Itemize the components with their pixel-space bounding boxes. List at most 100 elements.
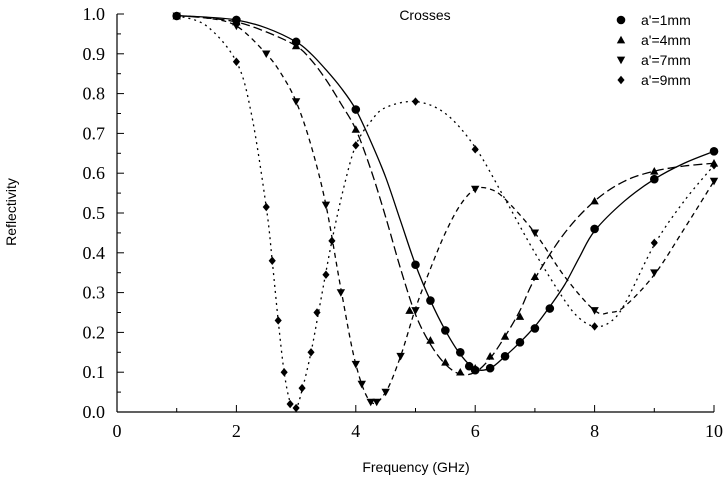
data-point — [710, 161, 718, 170]
x-tick-label: 2 — [232, 421, 241, 441]
legend-marker-2 — [616, 35, 626, 44]
data-point — [471, 185, 480, 194]
y-tick-label: 0.0 — [83, 402, 106, 422]
data-point — [291, 98, 301, 106]
chart-title: Crosses — [399, 7, 450, 23]
axes: 0 2 4 6 8 10 0.0 0.1 0.2 0.3 0.4 0.5 0.6 0.7 0.8 0.9 1.0 — [83, 4, 724, 441]
y-tick-label: 0.5 — [83, 203, 106, 223]
data-point — [530, 272, 540, 281]
data-point — [441, 326, 450, 335]
data-point — [590, 224, 599, 234]
data-point — [426, 296, 435, 305]
data-point — [372, 398, 381, 407]
data-point — [173, 11, 181, 21]
data-point — [530, 229, 540, 238]
y-tick-label: 0.1 — [83, 362, 106, 382]
data-point — [351, 360, 360, 369]
data-point — [366, 398, 375, 407]
data-point — [405, 306, 414, 314]
x-tick-label: 0 — [113, 421, 122, 441]
x-tick-label: 8 — [590, 421, 599, 441]
series-curve-2 — [176, 14, 715, 376]
x-tick-label: 10 — [705, 421, 723, 441]
data-point — [313, 308, 321, 317]
data-point — [650, 174, 659, 184]
data-point — [357, 380, 366, 389]
data-point — [411, 307, 420, 315]
data-point — [286, 399, 294, 409]
legend-marker-1 — [616, 15, 626, 25]
data-point — [321, 201, 331, 210]
data-point — [650, 269, 659, 277]
legend-marker-3 — [616, 56, 626, 65]
data-point — [336, 289, 346, 297]
x-tick-label: 6 — [471, 421, 480, 441]
data-point — [352, 141, 360, 150]
data-point — [268, 256, 276, 265]
data-point — [590, 196, 599, 205]
y-tick-label: 0.9 — [83, 44, 106, 64]
y-tick-label: 0.3 — [83, 283, 106, 303]
data-point — [709, 177, 719, 186]
legend-label-4: a'=9mm — [641, 72, 691, 88]
data-point — [298, 383, 306, 393]
data-point — [515, 338, 525, 347]
y-tick-label: 0.2 — [83, 322, 106, 342]
data-point — [650, 167, 659, 175]
y-axis-title: Reflectivity — [3, 178, 19, 246]
data-point — [351, 125, 360, 133]
data-point — [291, 41, 301, 50]
data-point — [471, 145, 479, 154]
data-point — [530, 324, 540, 333]
data-point — [232, 57, 240, 66]
series-curve-3 — [176, 14, 715, 405]
legend-label-3: a'=7mm — [641, 52, 691, 68]
data-point — [545, 304, 555, 313]
data-point — [500, 332, 510, 340]
data-point — [381, 388, 390, 397]
data-point — [232, 22, 241, 31]
data-point — [426, 336, 435, 344]
data-point — [322, 270, 330, 279]
series-curve-4 — [176, 14, 715, 410]
data-point — [262, 50, 271, 58]
data-point — [591, 322, 599, 331]
legend-label-2: a'=4mm — [641, 32, 691, 48]
series-markers-3 — [172, 12, 719, 407]
series-markers-1 — [172, 11, 719, 375]
x-tick-label: 4 — [351, 421, 360, 441]
data-point — [456, 368, 465, 376]
legend-marker-4 — [617, 75, 625, 85]
data-point — [441, 358, 450, 366]
data-markers — [172, 11, 719, 413]
y-tick-label: 0.4 — [83, 243, 106, 263]
data-point — [262, 202, 270, 212]
y-tick-label: 0.6 — [83, 163, 106, 183]
y-tick-label: 1.0 — [83, 4, 106, 24]
data-point — [307, 348, 315, 357]
data-point — [274, 316, 282, 325]
data-point — [328, 236, 336, 246]
series-markers-4 — [173, 11, 718, 413]
data-point — [292, 403, 300, 413]
data-point — [455, 348, 465, 357]
data-point — [709, 147, 719, 156]
x-axis-title: Frequency (GHz) — [362, 459, 469, 475]
data-point — [500, 351, 510, 361]
data-point — [515, 312, 525, 320]
data-point — [280, 368, 288, 377]
curves — [176, 14, 715, 410]
data-point — [471, 364, 480, 372]
y-tick-label: 0.7 — [83, 123, 106, 143]
data-point — [351, 105, 361, 114]
series-curve-1 — [176, 14, 715, 371]
data-point — [396, 352, 405, 361]
data-point — [485, 352, 495, 360]
data-point — [485, 363, 495, 373]
legend-label-1: a'=1mm — [641, 12, 691, 28]
data-point — [411, 260, 420, 270]
legend: a'=1mm a'=4mm a'=7mm a'=9mm — [616, 12, 691, 88]
data-point — [590, 307, 599, 315]
y-tick-label: 0.8 — [83, 84, 106, 104]
